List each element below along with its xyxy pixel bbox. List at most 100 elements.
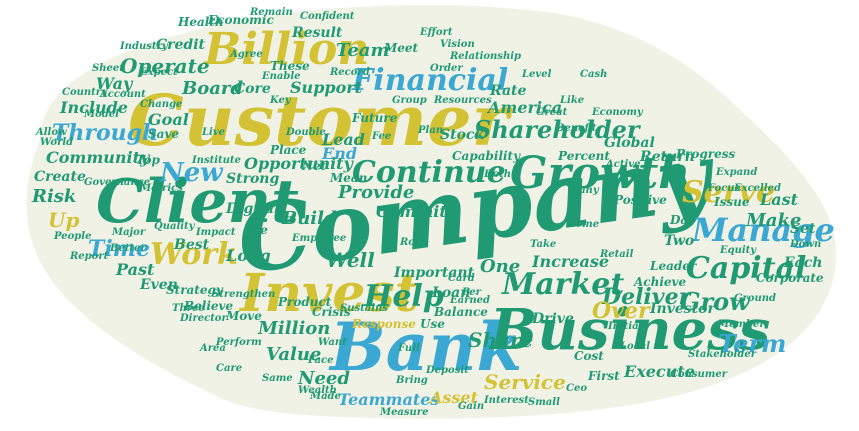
word-cash: Cash — [580, 69, 608, 80]
word-market: Market — [502, 267, 625, 302]
word-equity: Equity — [720, 245, 757, 256]
word-agree: Agree — [230, 49, 263, 60]
word-share: Share — [468, 328, 534, 352]
word-balance: Balance — [434, 305, 488, 319]
word-resources: Resources — [434, 95, 492, 106]
word-wealth: Wealth — [298, 385, 337, 396]
word-credit: Credit — [156, 37, 205, 53]
word-execute: Execute — [624, 362, 695, 381]
word-issue: Issue — [714, 195, 750, 209]
word-excelled: Excelled — [734, 183, 781, 194]
word-both: Both — [484, 169, 512, 180]
word-need: Need — [298, 368, 350, 389]
word-made: Made — [310, 391, 341, 402]
word-crisis: Crisis — [312, 305, 351, 319]
word-top: Top — [136, 153, 160, 167]
word-interest: Interest — [484, 395, 529, 406]
word-grow: Grow — [680, 287, 750, 316]
word-result: Result — [292, 25, 343, 41]
word-live: Live — [202, 127, 226, 138]
word-local: Local — [620, 341, 651, 352]
word-product: Product — [278, 295, 332, 309]
word-remain: Remain — [250, 7, 293, 18]
word-strengthen: Strengthen — [212, 289, 276, 300]
word-help: Help — [364, 279, 444, 314]
word-cost: Cost — [574, 349, 604, 363]
word-through: Through — [52, 120, 159, 146]
word-first: First — [588, 369, 620, 383]
word-lead: Lead — [322, 130, 365, 149]
word-metrics: Metrics — [140, 183, 183, 194]
word-well: Well — [326, 248, 375, 272]
word-meet: Meet — [384, 41, 419, 55]
word-report: Report — [70, 251, 109, 262]
word-drive: Drive — [532, 311, 574, 327]
word-account: Account — [100, 89, 146, 100]
word-model: Model — [84, 109, 119, 120]
word-teammates: Teammates — [338, 390, 440, 409]
word-strategy: Strategy — [166, 283, 223, 297]
word-loan: Loan — [432, 285, 471, 301]
word-governance: Governance — [84, 177, 151, 188]
word-economic: Economic — [208, 13, 274, 27]
word-capital: Capital — [686, 251, 807, 286]
word-opportunity: Opportunity — [244, 154, 353, 173]
word-growth: Growth — [510, 148, 691, 199]
word-confident: Confident — [300, 11, 355, 22]
word-member: Member — [718, 319, 765, 330]
word-full: Full — [398, 343, 420, 354]
word-million: Million — [258, 318, 331, 339]
word-measure: Measure — [380, 407, 429, 418]
word-employee: Employee — [292, 233, 347, 244]
word-end: End — [322, 144, 358, 163]
word-key: Key — [270, 95, 291, 106]
word-up: Up — [48, 208, 80, 232]
word-want: Want — [318, 337, 347, 348]
word-health: Health — [178, 15, 224, 29]
word-include: Include — [60, 98, 128, 117]
word-shareholder: Shareholder — [474, 115, 640, 144]
word-achieve: Achieve — [634, 275, 687, 289]
word-community: Community — [46, 148, 150, 167]
word-stakeholder: Stakeholder — [688, 349, 756, 360]
word-increase: Increase — [532, 252, 610, 271]
word-ceo: Ceo — [566, 383, 587, 394]
word-great: Great — [536, 107, 568, 118]
word-set: Set — [790, 221, 816, 237]
word-card: Card — [448, 273, 475, 284]
word-new: New — [160, 158, 223, 188]
word-deliver: Deliver — [602, 284, 691, 310]
word-care: Care — [216, 363, 243, 374]
word-sustains: Sustains — [340, 303, 388, 314]
word-digital: Digital — [226, 201, 280, 217]
word-leader: Leader — [650, 259, 697, 273]
word-team: Team — [336, 40, 390, 61]
word-customer: Customer — [128, 79, 509, 162]
word-time: Time — [88, 236, 151, 262]
word-future: Future — [352, 111, 398, 125]
word-see: See — [244, 223, 268, 237]
word-board: Board — [182, 78, 243, 99]
word-bring: Bring — [396, 375, 428, 386]
word-strong: Strong — [226, 171, 280, 187]
word-vision: Vision — [440, 39, 475, 50]
word-area: Area — [200, 343, 226, 354]
word-impact: Impact — [196, 227, 236, 238]
word-client: Client — [96, 167, 299, 237]
word-percent: Percent — [558, 149, 610, 163]
word-major: Major — [112, 227, 146, 238]
word-plan: Plan — [418, 125, 444, 136]
word-asset: Asset — [430, 388, 478, 407]
word-sheet: Sheet — [92, 63, 124, 74]
word-take: Take — [530, 239, 557, 250]
word-response: Response — [352, 317, 416, 331]
word-service: Service — [484, 370, 566, 394]
word-over: Over — [592, 298, 650, 324]
word-last: Last — [760, 190, 799, 209]
word-each: Each — [784, 255, 823, 271]
word-commit: Commit — [376, 202, 447, 221]
word-record: Record — [330, 67, 370, 78]
word-important: Important — [394, 265, 475, 281]
